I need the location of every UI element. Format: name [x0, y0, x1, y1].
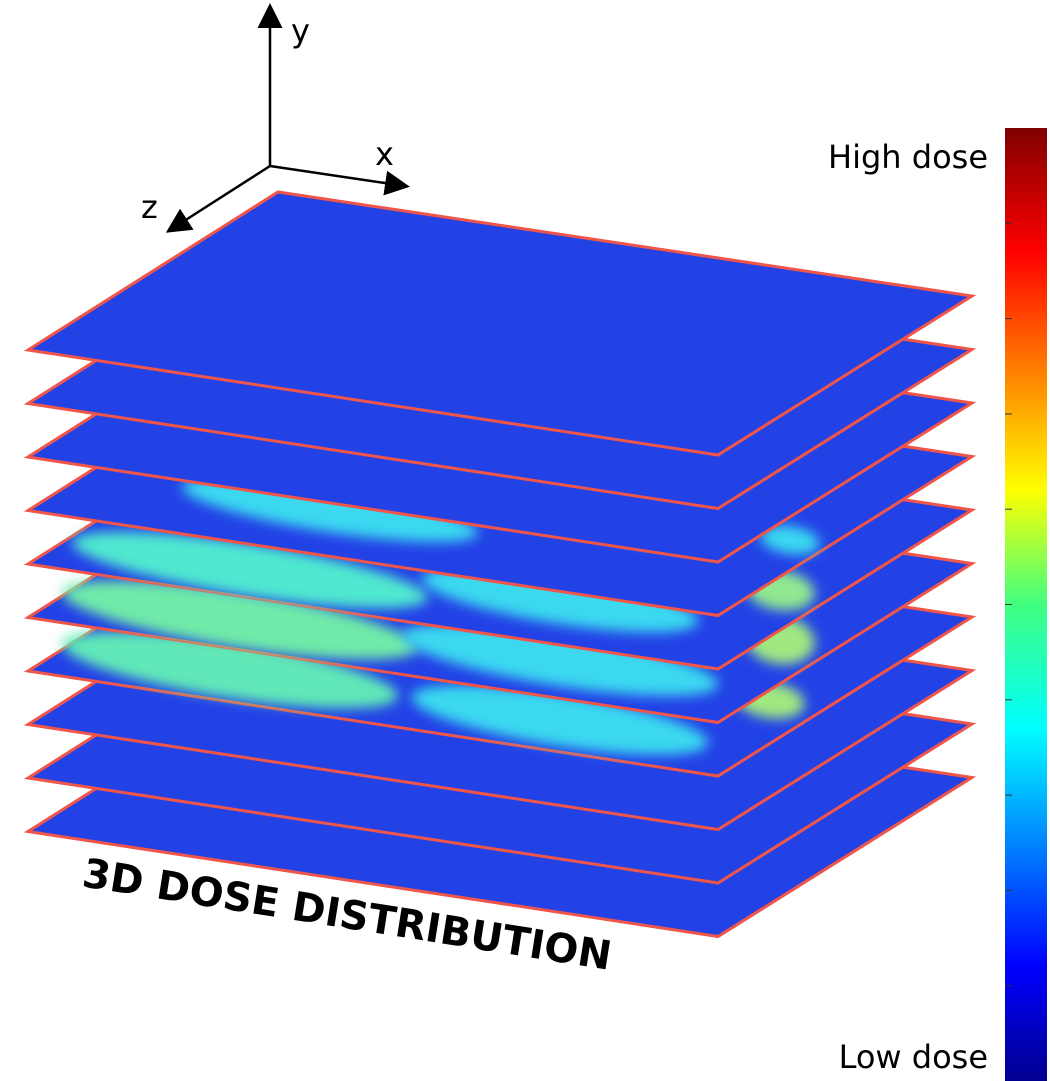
high-label: High dose	[828, 138, 988, 176]
y-label: y	[291, 12, 310, 50]
x-label: x	[375, 135, 394, 173]
diagram: y x z High dose Low dose 3D DOSE DISTRIB…	[0, 0, 1050, 1081]
dose-slices	[28, 192, 972, 937]
low-label: Low dose	[839, 1038, 988, 1076]
z-label: z	[141, 188, 158, 226]
